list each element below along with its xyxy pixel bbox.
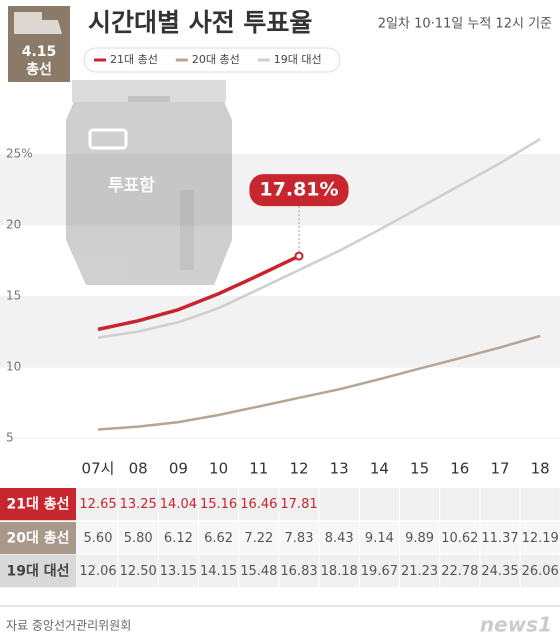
- cell-value: 12.50: [120, 564, 157, 579]
- x-tick-label: 08: [129, 460, 148, 478]
- cell-value: 15.16: [200, 497, 237, 512]
- cell-value: 6.62: [204, 531, 233, 546]
- cell-value: 12.06: [79, 564, 116, 579]
- x-tick-label: 14: [370, 460, 389, 478]
- cell-value: 22.78: [441, 564, 478, 579]
- row-header-bg: [0, 488, 76, 521]
- series-line: [97, 254, 300, 332]
- legend-label: 21대 총선: [110, 53, 158, 66]
- badge-label: 총선: [26, 62, 52, 78]
- bands: [0, 154, 560, 439]
- y-tick-label: 25%: [6, 147, 33, 161]
- cell-value: 5.60: [84, 531, 113, 546]
- cell-value: 13.25: [120, 497, 157, 512]
- box-body: [66, 92, 232, 285]
- legend-label: 20대 총선: [192, 53, 240, 66]
- cell-value: 7.83: [285, 531, 314, 546]
- x-tick-label: 15: [410, 460, 429, 478]
- end-point: [294, 251, 304, 261]
- y-tick-label: 10: [6, 360, 21, 374]
- x-tick-label: 10: [209, 460, 228, 478]
- cell-value: 14.04: [160, 497, 197, 512]
- data-table: 21대 총선 12.65 13.25 14.04 15.16 16.46 17.81 20대 …: [0, 488, 560, 589]
- row-background: [0, 522, 560, 555]
- row-background: [0, 488, 560, 521]
- ballot-box-label: 투표함: [108, 175, 155, 196]
- row-header: 19대 대선: [7, 564, 70, 580]
- cell-value: 11.37: [481, 531, 518, 546]
- cell-value: 12.19: [522, 531, 559, 546]
- box-handle: [88, 128, 128, 150]
- cell-value: 9.14: [365, 531, 394, 546]
- cell-value: 10.62: [441, 531, 478, 546]
- callout-box: [249, 174, 349, 207]
- y-tick-label: 15: [6, 289, 21, 303]
- row-header-bg: [0, 555, 76, 588]
- callout-label: 17.81%: [259, 179, 338, 201]
- plot: 5 10 15 20 25% 07시 08 09 10 11 12 13 14 15 16 17 18 17.81…: [6, 137, 550, 478]
- box-latch: [180, 190, 194, 270]
- cell-value: 5.80: [124, 531, 153, 546]
- cell-value: 24.35: [481, 564, 518, 579]
- x-tick-label: 17: [490, 460, 509, 478]
- cell-value: 6.12: [164, 531, 193, 546]
- x-tick-label: 16: [450, 460, 469, 478]
- chart-subtitle: 2일차 10·11일 누적 12시 기준: [378, 17, 552, 32]
- cell-value: 16.46: [240, 497, 277, 512]
- cell-value: 18.18: [321, 564, 358, 579]
- y-tick-label: 20: [6, 218, 21, 232]
- cell-value: 12.65: [79, 497, 116, 512]
- cell-value: 7.22: [244, 531, 273, 546]
- badge-date: 4.15: [22, 44, 57, 60]
- series-line: [97, 137, 541, 339]
- grid-band: [0, 296, 560, 367]
- legend: 21대 총선 20대 총선 19대 대선: [94, 53, 322, 66]
- cell-value: 17.81: [280, 497, 317, 512]
- ballot-box: [66, 80, 232, 285]
- cell-value: 19.67: [361, 564, 398, 579]
- x-tick-label: 07시: [82, 460, 115, 478]
- box-slot: [128, 96, 170, 102]
- cell-value: 16.83: [280, 564, 317, 579]
- cell-value: 26.06: [522, 564, 559, 579]
- legend-label: 19대 대선: [274, 53, 322, 66]
- cell-value: 13.15: [160, 564, 197, 579]
- x-tick-label: 13: [330, 460, 349, 478]
- cell-value: 21.23: [401, 564, 438, 579]
- badge-icon: [14, 12, 62, 34]
- cell-value: 8.43: [325, 531, 354, 546]
- row-header: 21대 총선: [7, 497, 70, 513]
- row-header-bg: [0, 522, 76, 555]
- box-lid: [72, 80, 226, 102]
- row-background: [0, 555, 560, 588]
- chart-title: 시간대별 사전 투표율: [88, 8, 312, 37]
- x-tick-label: 11: [249, 460, 268, 478]
- series-line: [97, 334, 541, 431]
- cell-value: 9.89: [405, 531, 434, 546]
- x-tick-label: 09: [169, 460, 188, 478]
- source: 자료 중앙선거관리위원회: [6, 619, 131, 633]
- row-header: 20대 총선: [7, 531, 70, 547]
- cell-value: 15.48: [240, 564, 277, 579]
- logo: news1: [480, 613, 552, 637]
- y-tick-label: 5: [6, 431, 14, 445]
- x-tick-label: 12: [289, 460, 308, 478]
- legend-box: [83, 47, 341, 73]
- x-tick-label: 18: [531, 460, 550, 478]
- cell-value: 14.15: [200, 564, 237, 579]
